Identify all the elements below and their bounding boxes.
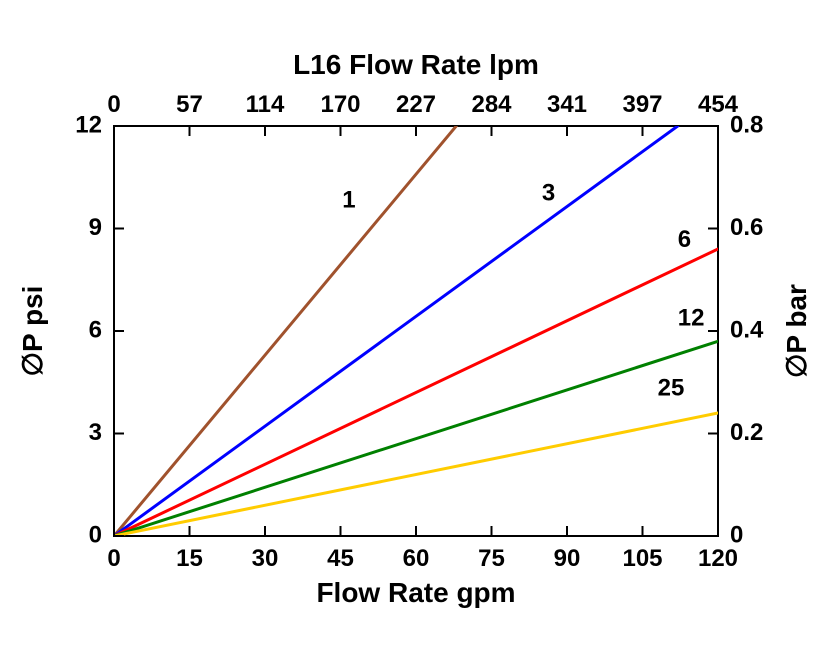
top-axis-title: L16 Flow Rate lpm (293, 49, 539, 80)
xtick-top: 341 (547, 91, 587, 118)
series-label-1: 1 (342, 187, 355, 214)
series-label-25: 25 (658, 374, 685, 401)
bottom-axis-title: Flow Rate gpm (316, 577, 515, 608)
xtick-bottom: 15 (176, 545, 203, 572)
xtick-top: 57 (176, 91, 203, 118)
ytick-right: 0.4 (730, 316, 764, 343)
ytick-right: 0.6 (730, 214, 763, 241)
xtick-top: 284 (471, 91, 512, 118)
ytick-left: 12 (75, 111, 102, 138)
series-label-3: 3 (542, 180, 555, 207)
xtick-bottom: 90 (554, 545, 581, 572)
right-axis-title: ∅P bar (781, 284, 812, 378)
xtick-top: 114 (246, 91, 285, 118)
left-axis-title: ∅P psi (17, 286, 48, 377)
xtick-bottom: 45 (327, 545, 354, 572)
xtick-top: 397 (622, 91, 662, 118)
xtick-top: 170 (320, 91, 360, 118)
ytick-left: 6 (89, 316, 102, 343)
ytick-left: 3 (89, 419, 102, 446)
xtick-top: 227 (396, 91, 436, 118)
xtick-bottom: 30 (252, 545, 279, 572)
ytick-left: 9 (89, 214, 102, 241)
pressure-flow-chart: 1361225015304560759010512005711417022728… (0, 0, 832, 652)
xtick-bottom: 75 (478, 545, 505, 572)
ytick-left: 0 (89, 521, 102, 548)
ytick-right: 0.2 (730, 419, 763, 446)
xtick-bottom: 105 (622, 545, 662, 572)
xtick-top: 0 (107, 91, 120, 118)
xtick-bottom: 0 (107, 545, 120, 572)
ytick-right: 0.8 (730, 111, 763, 138)
xtick-bottom: 60 (403, 545, 430, 572)
ytick-right: 0 (730, 521, 743, 548)
xtick-bottom: 120 (698, 545, 738, 572)
series-label-6: 6 (678, 226, 691, 253)
series-label-12: 12 (678, 304, 705, 331)
